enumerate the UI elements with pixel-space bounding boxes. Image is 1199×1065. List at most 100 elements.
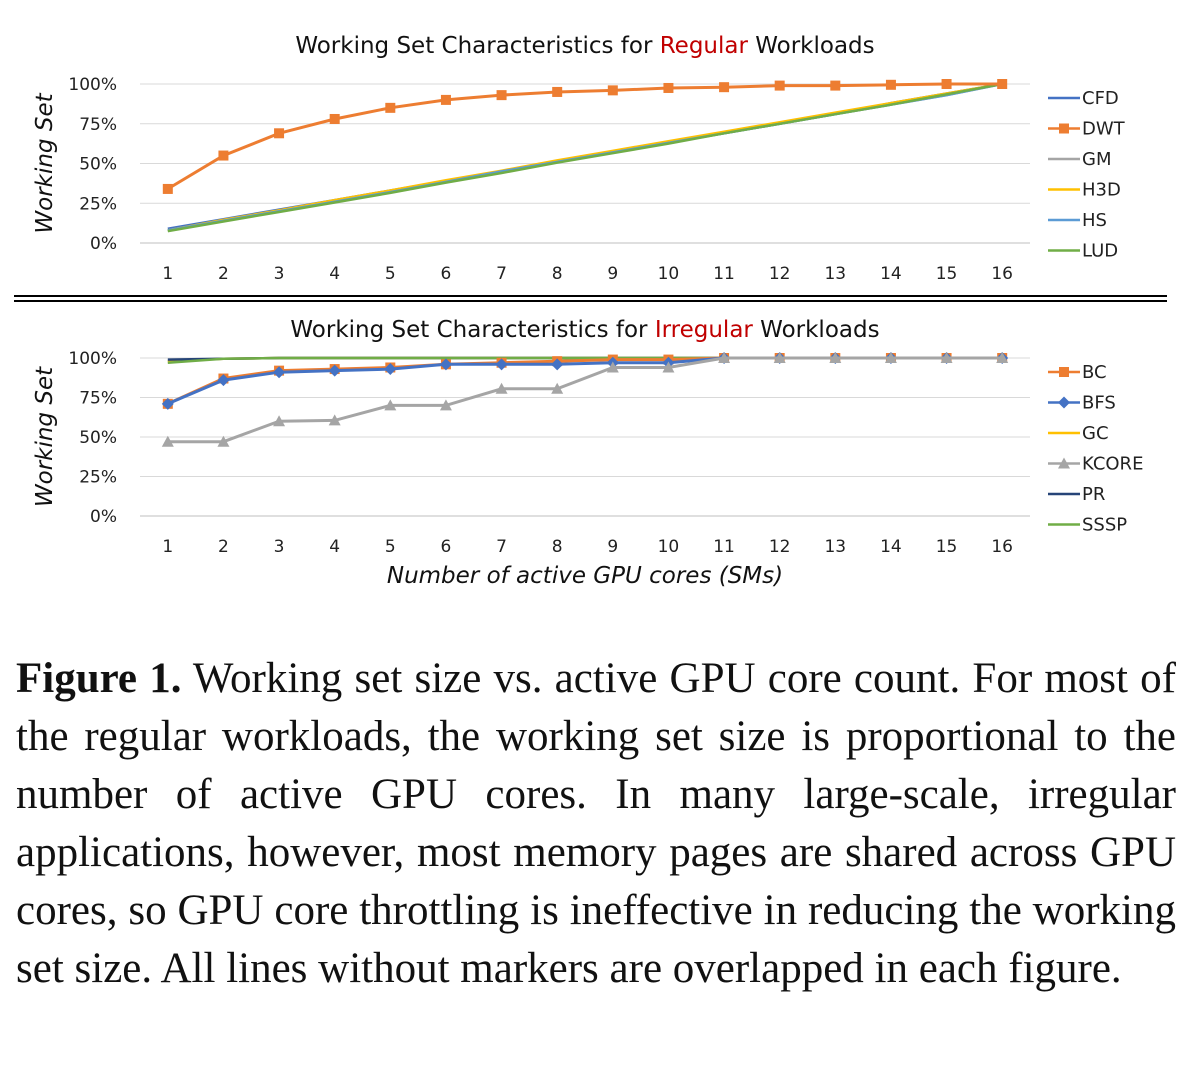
chart-1-x-tick-label: 2 (218, 264, 229, 284)
chart-2-data-point (384, 399, 397, 411)
chart-1-x-tick-label: 4 (329, 264, 340, 284)
chart-2-legend-label: BFS (1082, 393, 1116, 414)
chart-2-legend-item: BFS (1048, 393, 1116, 414)
chart-2-x-tick-label: 10 (658, 537, 680, 557)
chart-2-x-tick-label: 12 (769, 537, 791, 557)
chart-2-legend-marker (1059, 367, 1069, 377)
chart-2-data-point (996, 352, 1009, 363)
chart-2-x-tick-label: 16 (991, 537, 1013, 557)
chart-1-x-tick-label: 7 (496, 264, 507, 284)
chart-2-legend-item: GC (1048, 423, 1109, 444)
chart-2-y-tick-label: 0% (90, 507, 117, 527)
chart-1-data-point (274, 128, 285, 139)
chart-1-x-tick-label: 15 (936, 264, 958, 284)
chart-1-title-part: Workloads (748, 33, 875, 59)
chart-1-data-point (941, 79, 952, 89)
chart-1-x-tick-label: 13 (824, 264, 846, 284)
chart-2-x-tick-label: 15 (936, 537, 958, 557)
chart-2-data-point (495, 358, 508, 371)
chart-1-y-tick-label: 0% (90, 234, 117, 254)
chart-1-data-point (719, 82, 730, 93)
chart-2-y-tick-label: 50% (79, 428, 117, 448)
chart-1-x-tick-label: 8 (552, 264, 563, 284)
chart-1-legend-item: DWT (1048, 119, 1126, 140)
chart-1-y-tick-label: 50% (79, 155, 117, 175)
chart-1-data-point (552, 86, 563, 97)
chart-1-legend-item: GM (1048, 149, 1111, 170)
chart-1-legend-label: LUD (1082, 241, 1118, 262)
chart-1-series-dwt (162, 79, 1008, 194)
chart-1-legend-item: CFD (1048, 88, 1119, 109)
chart-1-data-point (774, 80, 785, 91)
chart-2-legend-marker (1058, 396, 1070, 409)
chart-2-data-point (662, 361, 675, 373)
chart-2-data-point (273, 366, 286, 379)
chart-2-series-line (167, 356, 1003, 444)
chart-1-legend-marker (1059, 123, 1069, 134)
chart-2-x-tick-label: 1 (162, 537, 173, 557)
chart-1-legend-item: LUD (1048, 241, 1118, 262)
chart-2-data-point (606, 361, 619, 373)
chart-2-title-part: Working Set Characteristics for (290, 317, 654, 343)
chart-2-data-point (217, 435, 230, 447)
chart-2-y-tick-label: 100% (68, 349, 117, 369)
chart-1-y-axis-label: Working Set (32, 92, 58, 233)
chart-1-legend-label: HS (1082, 210, 1107, 231)
chart-1-x-tick-label: 14 (880, 264, 902, 284)
chart-1-data-point (218, 150, 229, 161)
chart-2-y-tick-label: 25% (79, 468, 117, 488)
chart-1-x-tick-label: 3 (274, 264, 285, 284)
chart-1-data-point (830, 80, 841, 91)
caption-label: Figure 1. (16, 655, 182, 702)
chart-2-x-tick-label: 7 (496, 537, 507, 557)
chart-1-data-point (162, 183, 173, 194)
chart-2-legend-item: SSSP (1048, 515, 1127, 536)
chart-2-data-point (328, 364, 341, 377)
chart-1-x-tick-label: 12 (769, 264, 791, 284)
chart-1-data-point (997, 79, 1008, 89)
chart-1-title-part: Regular (660, 33, 749, 59)
chart-1-y-tick-label: 100% (68, 75, 117, 95)
chart-1-legend-item: HS (1048, 210, 1107, 231)
chart-1-data-point (329, 113, 340, 124)
chart-2-x-tick-label: 11 (713, 537, 735, 557)
chart-2-data-point (773, 352, 786, 363)
chart-2-x-tick-label: 2 (218, 537, 229, 557)
chart-2-x-tick-label: 9 (607, 537, 618, 557)
chart-1-legend-item: H3D (1048, 180, 1121, 201)
chart-2-data-point (551, 358, 564, 371)
chart-2-series-line (167, 356, 1003, 406)
chart-2-data-point (940, 352, 953, 363)
chart-2-data-point (161, 435, 174, 447)
chart-1-title: Working Set Characteristics for Regular … (295, 33, 874, 59)
chart-1-title-part: Working Set Characteristics for (295, 33, 659, 59)
chart-1-series-lud (167, 82, 1003, 233)
chart-2-legend-item: PR (1048, 484, 1105, 505)
chart-1-data-point (663, 82, 674, 93)
chart-2-data-point (439, 358, 452, 371)
chart-1-x-tick-label: 9 (607, 264, 618, 284)
chart-1-y-tick-label: 25% (79, 194, 117, 214)
chart-1-x-tick-label: 5 (385, 264, 396, 284)
chart-1-x-tick-label: 16 (991, 264, 1013, 284)
chart-2-legend-item: BC (1048, 362, 1107, 383)
chart-1-y-tick-label: 75% (79, 115, 117, 135)
chart-2-x-tick-label: 8 (552, 537, 563, 557)
chart-1-x-tick-label: 6 (441, 264, 452, 284)
chart-2-series-kcore (161, 352, 1009, 447)
chart-2-legend-label: SSSP (1082, 515, 1127, 536)
chart-1-data-point (885, 79, 896, 90)
chart-1-data-point (496, 90, 507, 101)
chart-2-data-point (161, 397, 174, 410)
chart-1-series-line (167, 82, 1003, 233)
chart-2-x-tick-label: 3 (274, 537, 285, 557)
chart-2-data-point (328, 414, 341, 426)
chart-2-legend-item: KCORE (1048, 454, 1143, 475)
chart-2-x-tick-label: 4 (329, 537, 340, 557)
chart-2-legend-marker (1058, 457, 1070, 469)
chart-2-y-axis-label: Working Set (32, 366, 58, 507)
chart-2-data-point (439, 399, 452, 411)
chart-2-title: Working Set Characteristics for Irregula… (290, 317, 879, 343)
chart-2-x-tick-label: 14 (880, 537, 902, 557)
chart-2-data-point (884, 352, 897, 363)
